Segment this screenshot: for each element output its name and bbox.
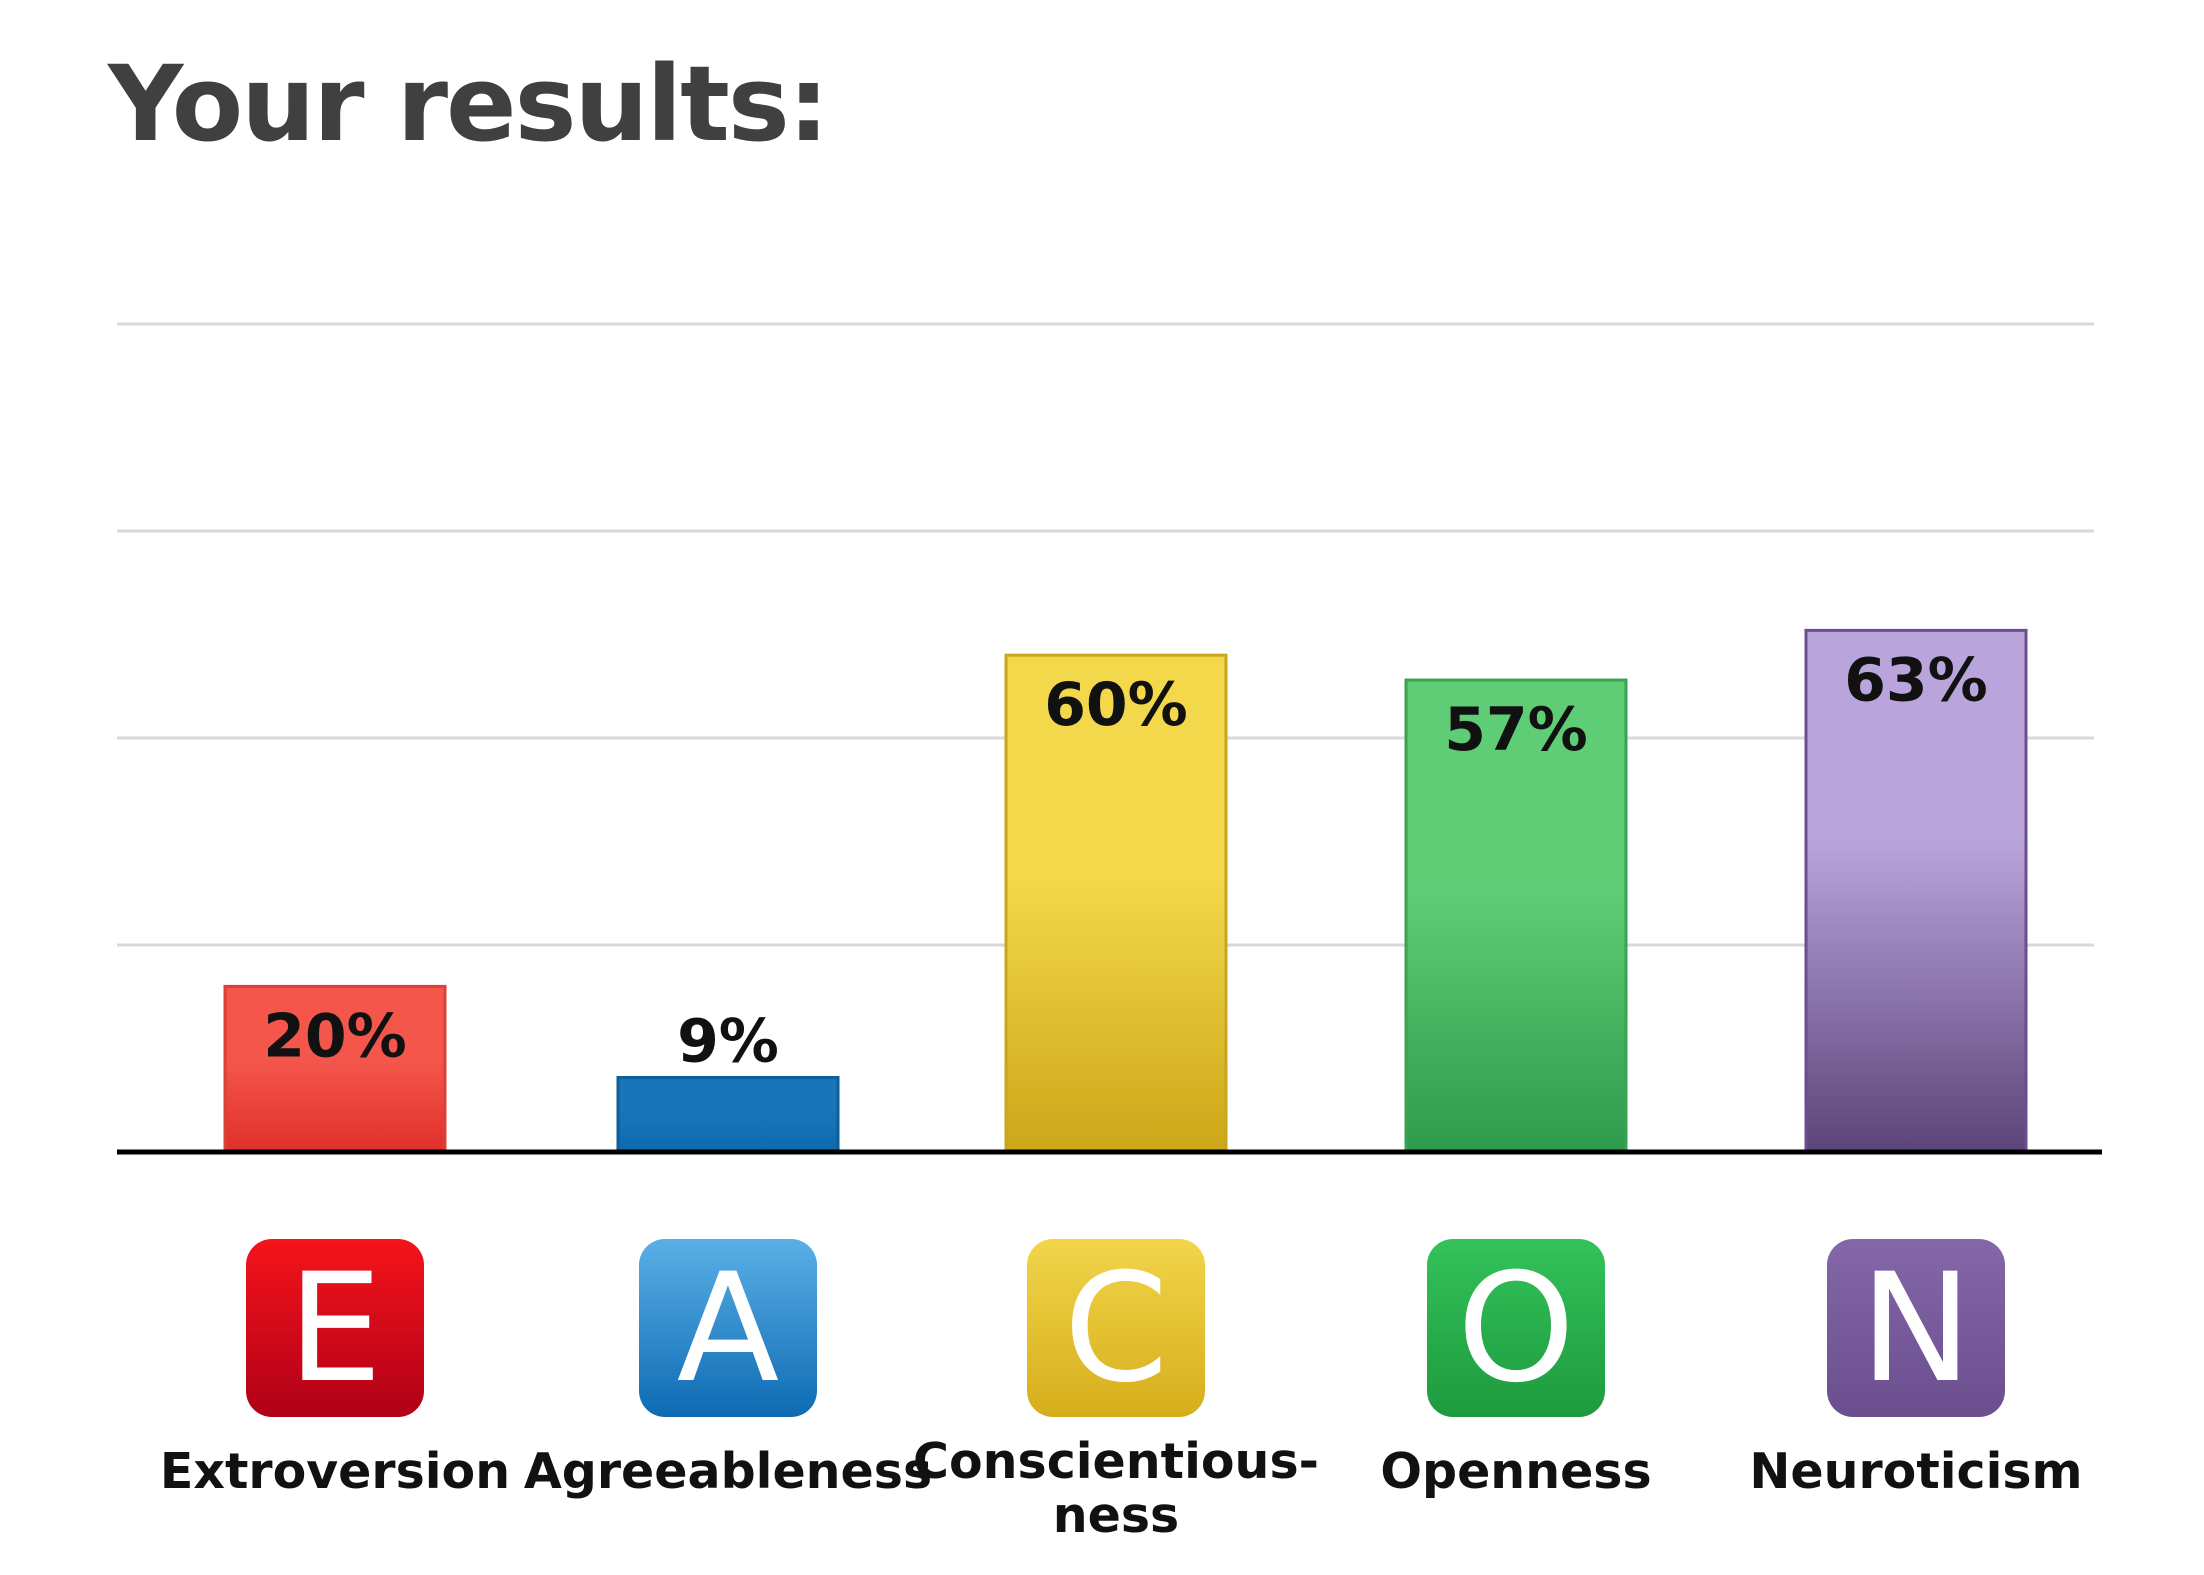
bar-agreeableness [616, 1075, 840, 1154]
badge-letter: E [288, 1242, 383, 1416]
category-label: Conscientious-ness [913, 1433, 1319, 1544]
badge-letter: A [677, 1242, 780, 1416]
value-label: 9% [677, 1006, 779, 1076]
category-label: Neuroticism [1749, 1443, 2082, 1500]
value-label: 60% [1044, 670, 1188, 740]
badge-letter: C [1064, 1242, 1169, 1416]
badge-conscientiousness [1027, 1239, 1205, 1417]
bar-conscientiousness [1004, 653, 1228, 1154]
value-label: 20% [263, 1001, 407, 1071]
badge-neuroticism [1827, 1239, 2005, 1417]
bar-neuroticism [1804, 628, 2028, 1154]
badge-openness [1427, 1239, 1605, 1417]
badge-agreeableness [639, 1239, 817, 1417]
value-label: 57% [1444, 695, 1588, 765]
category-label: Agreeableness [524, 1443, 932, 1500]
page-title: Your results: [108, 43, 829, 165]
badge-letter: N [1860, 1242, 1972, 1416]
bars: 20% 9% 60% 57% 63% [223, 628, 2028, 1154]
badge-letter: O [1457, 1242, 1575, 1416]
category-badges: E Extroversion A Agreeableness C Conscientiou… [160, 1239, 2083, 1544]
category-label: Extroversion [160, 1443, 510, 1500]
badge-extroversion [246, 1239, 424, 1417]
value-label: 63% [1844, 645, 1988, 715]
bar-openness [1404, 678, 1628, 1154]
category-label: Openness [1380, 1443, 1651, 1500]
